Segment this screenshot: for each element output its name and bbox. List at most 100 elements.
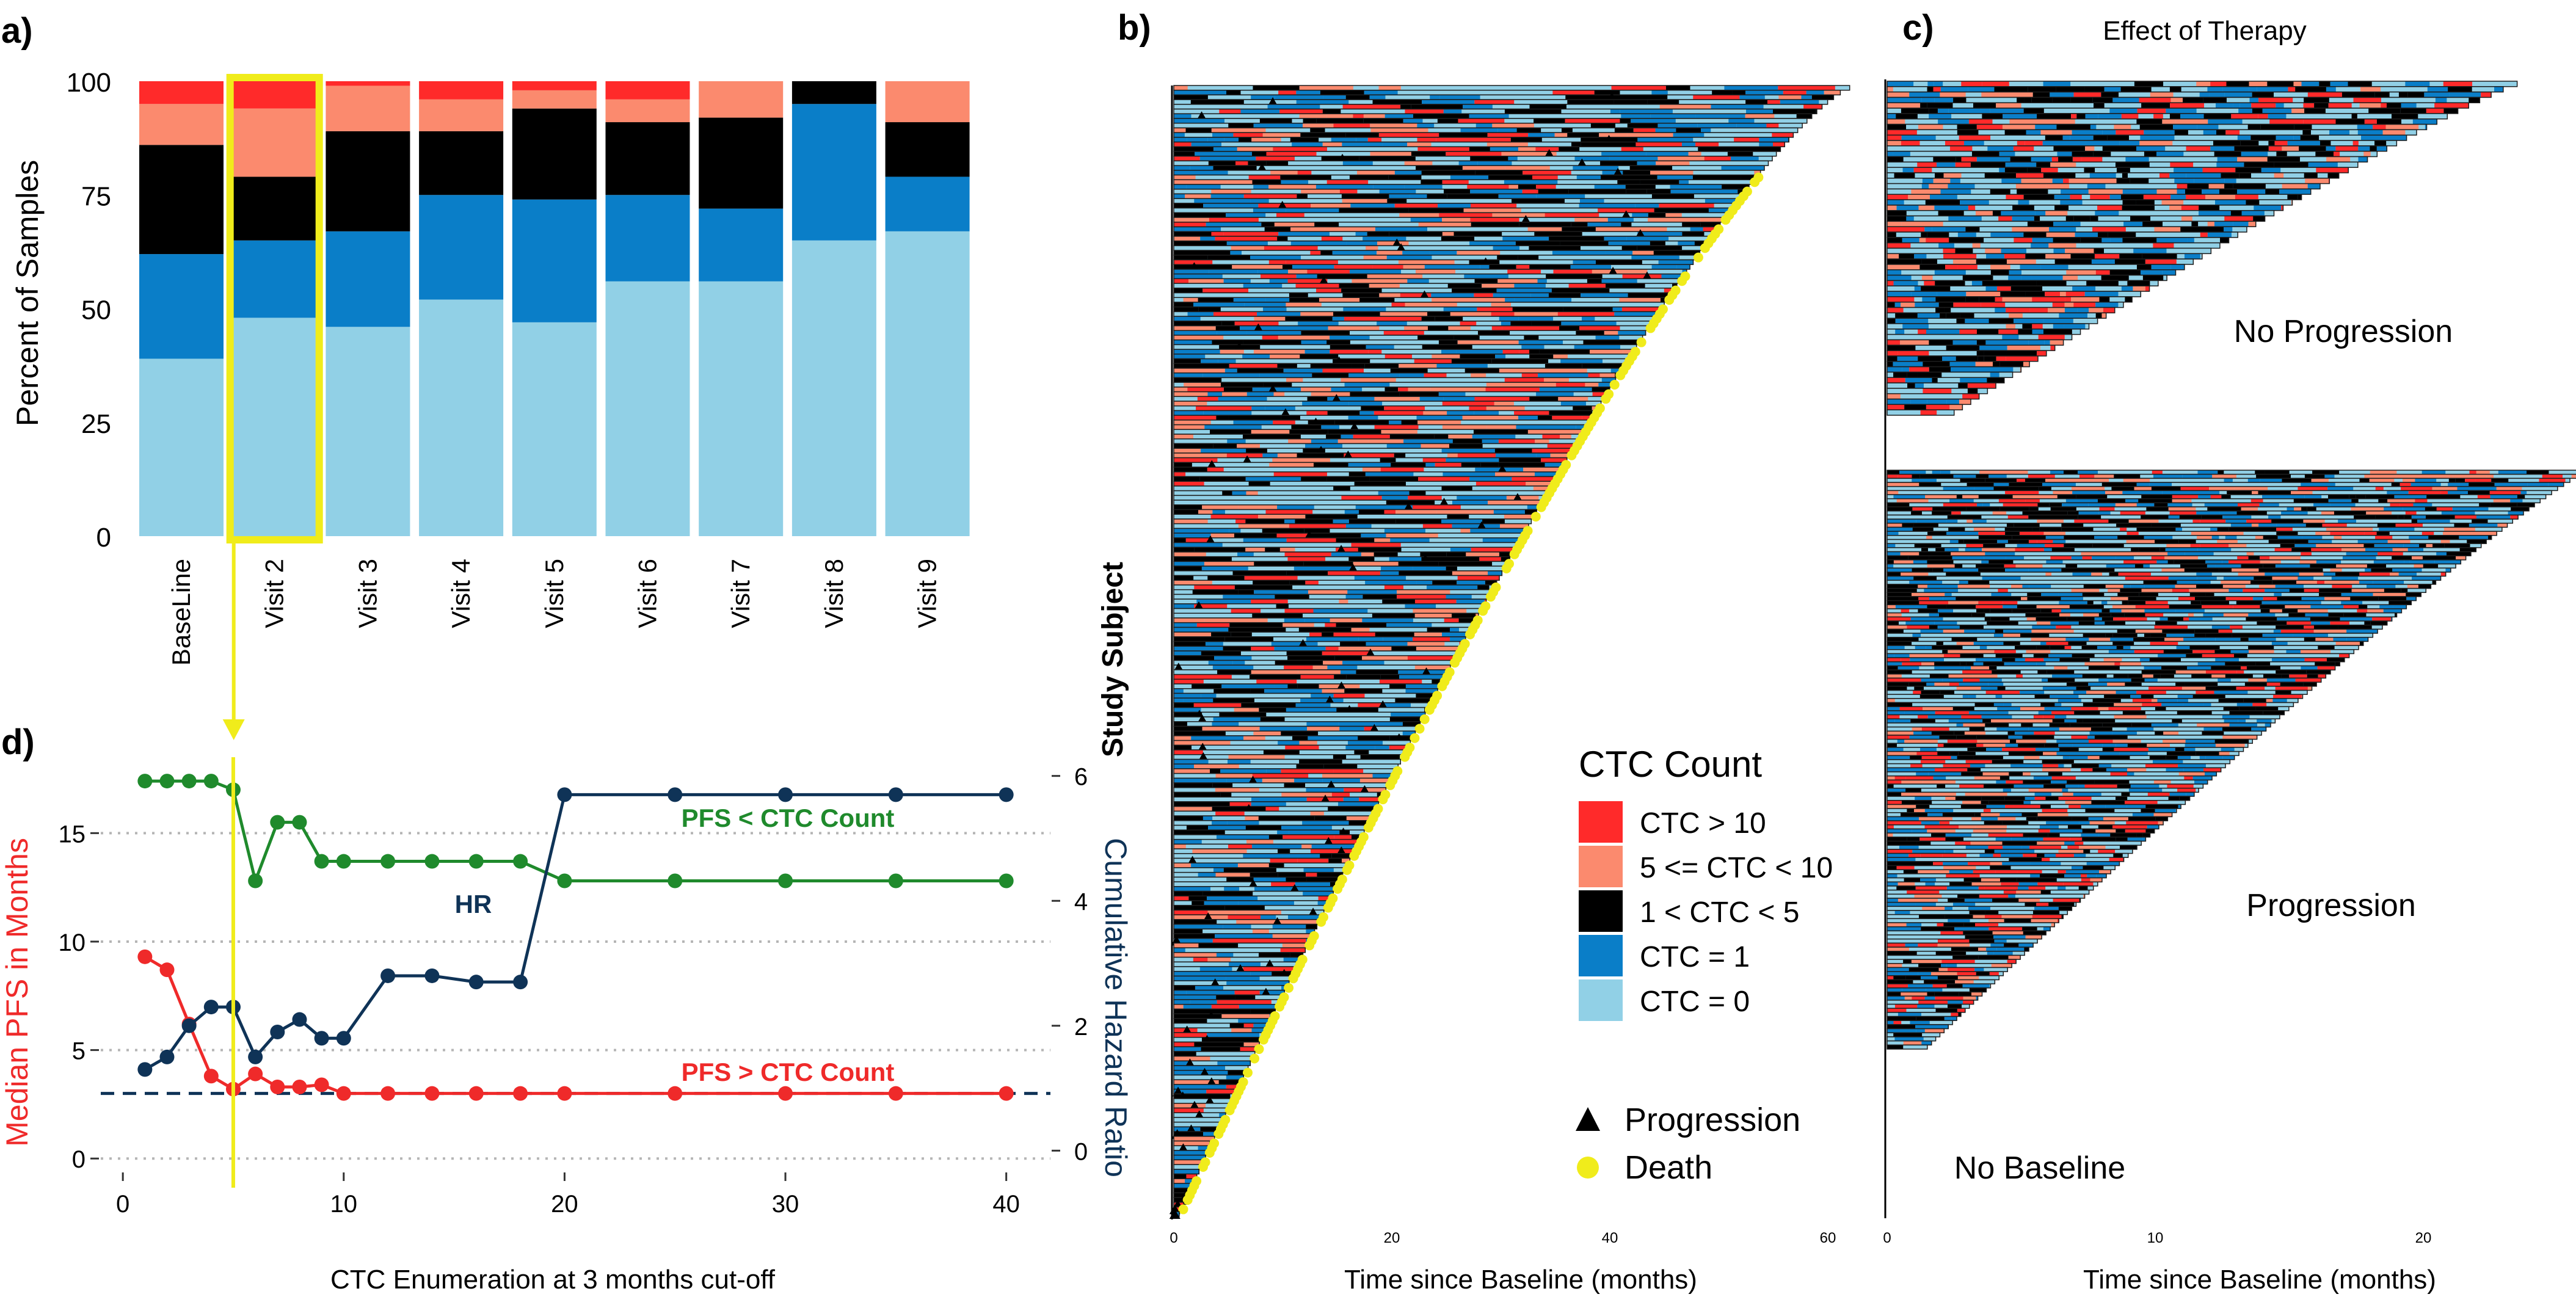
swimmer-row [1174,349,1634,354]
swimmer-segment [1384,354,1413,359]
series-label-pfs-lt: PFS < CTC Count [682,804,895,832]
swimmer-segment [1887,194,1908,200]
swimmer-segment [2022,735,2054,739]
swimmer-segment [1288,915,1322,920]
swimmer-segment [2169,605,2202,609]
swimmer-segment [1342,660,1384,666]
swimmer-segment [1334,834,1352,840]
swimmer-segment [1302,820,1349,826]
swimmer-segment [1304,617,1330,623]
swimmer-segment [1245,518,1285,524]
swimmer-segment [1977,200,1989,205]
swimmer-segment [2155,707,2166,711]
swimmer-segment [1353,434,1390,439]
swimmer-segment [1915,645,1926,650]
swimmer-segment [1927,86,1934,92]
swimmer-segment [1278,231,1330,236]
swimmer-segment [2145,763,2178,768]
swimmer-segment [1259,990,1285,995]
swimmer-segment [1955,841,1971,846]
swimmer-segment [2306,670,2330,674]
swimmer-segment [1887,404,1905,410]
swimmer-segment [2094,253,2120,260]
swimmer-segment [2073,792,2101,797]
swimmer-row [1174,952,1303,957]
swimmer-segment [1237,863,1269,868]
swimmer-segment [2092,556,2116,560]
swimmer-segment [2054,205,2069,211]
swimmer-segment [2111,486,2134,491]
swimmer-segment [1493,245,1520,251]
swimmer-segment [1582,316,1595,321]
swimmer-segment [1374,537,1391,543]
swimmer-segment [2056,510,2068,515]
swimmer-row [1174,575,1500,581]
swimmer-segment [1174,915,1228,920]
swimmer-segment [1559,325,1580,331]
swimmer-segment [1946,345,1980,351]
swimmer-segment [1924,824,1959,829]
swimmer-segment [1454,231,1502,236]
swimmer-segment [2178,539,2196,544]
series-point [424,968,440,983]
swimmer-segment [1887,800,1902,805]
swimmer-segment [1174,1047,1201,1052]
swimmer-segment [2359,580,2373,584]
swimmer-segment [1921,678,1943,683]
swimmer-segment [2243,698,2266,703]
swimmer-segment [1983,661,2004,666]
swimmer-segment [2116,690,2137,695]
legend: CTC Count CTC > 105 <= CTC < 101 < CTC <… [1576,744,1833,1186]
swimmer-segment [2243,588,2265,593]
swimmer-segment [1174,1197,1186,1202]
swimmer-segment [1553,354,1568,359]
swimmer-segment [2304,108,2326,114]
swimmer-segment [2335,641,2360,646]
swimmer-segment [2017,478,2025,483]
swimmer-segment [1887,751,1908,756]
swimmer-segment [2105,490,2123,495]
swimmer-segment [1914,286,1921,292]
swimmer-segment [2326,145,2336,151]
swimmer-segment [1912,527,1934,532]
swimmer-segment [1948,600,1979,605]
swimmer-segment [1587,278,1602,284]
swimmer-segment [1933,156,1956,162]
swimmer-segment [1933,776,1946,780]
swimmer-segment [2310,564,2337,569]
series-point [557,1086,572,1101]
swimmer-segment [1745,100,1768,104]
swimmer-segment [1935,768,1968,772]
swimmer-segment [1549,368,1587,373]
swimmer-segment [2012,495,2036,499]
swimmer-segment [2032,237,2053,243]
swimmer-segment [1592,269,1648,274]
swimmer-segment [2401,486,2432,491]
swimmer-segment [2094,474,2114,479]
swimmer-segment [2117,784,2131,788]
swimmer-segment [1243,967,1294,972]
swimmer-segment [2179,796,2190,801]
swimmer-segment [1700,217,1717,222]
swimmer-segment [1283,957,1301,962]
swimmer-segment [1909,653,1944,658]
swimmer-segment [1256,156,1295,161]
swimmer-segment [2234,653,2247,658]
swimmer-segment [2324,474,2335,479]
swimmer-segment [1985,366,2014,372]
swimmer-segment [1451,358,1492,364]
swimmer-segment [2051,710,2075,715]
swimmer-segment [2186,653,2202,658]
swimmer-segment [2167,551,2185,556]
swimmer-segment [1306,721,1339,727]
swimmer-segment [1348,471,1366,477]
swimmer-segment [1297,194,1308,199]
swimmer-segment [2002,841,2037,846]
swimmer-segment [1286,260,1338,265]
swimmer-segment [1303,867,1334,873]
swimmer-segment [2329,129,2350,136]
swimmer-segment [2061,568,2089,572]
swimmer-segment [1955,162,1971,168]
swimmer-segment [1290,952,1303,957]
swimmer-segment [1927,232,1949,238]
